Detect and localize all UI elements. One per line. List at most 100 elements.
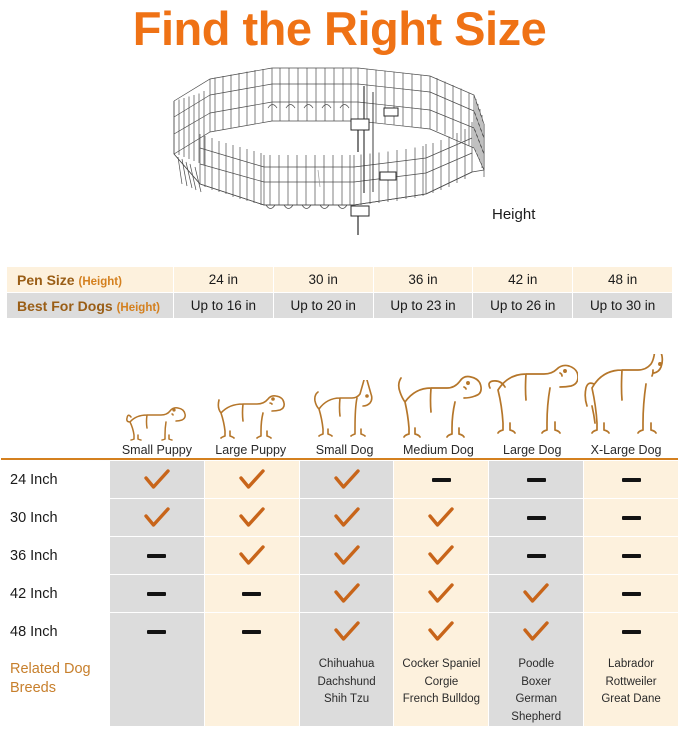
page-title: Find the Right Size <box>132 2 547 55</box>
check-icon <box>239 468 265 489</box>
breed-name: Boxer <box>521 675 552 688</box>
matrix-row: 24 Inch <box>0 461 679 498</box>
matrix-cell-check <box>299 461 394 498</box>
dash-icon <box>621 629 641 634</box>
matrix-row-label: 42 Inch <box>10 585 58 602</box>
related-breeds-cell: Cocker Spaniel Corgie French Bulldog <box>394 650 489 726</box>
spec-label-sub: (Height) <box>116 301 161 314</box>
matrix-row-label: 36 Inch <box>10 547 58 564</box>
medium-dog-icon <box>393 360 483 442</box>
check-icon <box>239 544 265 565</box>
best-for-dogs-42: Up to 26 in <box>473 293 573 318</box>
spec-row-label-best-for-dogs: Best For Dogs (Height) <box>7 293 173 318</box>
large-puppy-icon <box>213 360 289 442</box>
check-icon <box>428 544 455 565</box>
related-breeds-label: Related Dog Breeds <box>10 661 91 696</box>
matrix-row: 42 Inch <box>0 575 679 612</box>
check-icon <box>428 620 455 641</box>
table-row: Best For Dogs (Height) Up to 16 in Up to… <box>7 293 672 318</box>
matrix-cell-check <box>299 613 394 650</box>
dash-icon <box>147 591 167 596</box>
dog-size-column-large-puppy: Large Puppy <box>204 352 298 458</box>
related-breeds-cell: Chihuahua Dachshund Shih Tzu <box>299 650 394 726</box>
small-puppy-icon <box>125 360 189 442</box>
matrix-cell-dash <box>204 575 299 612</box>
breed-name: German Shepherd <box>511 693 562 723</box>
best-for-dogs-30: Up to 20 in <box>273 293 373 318</box>
check-icon <box>333 468 360 489</box>
related-breeds-cell <box>204 650 299 726</box>
matrix-cell-check <box>110 499 204 536</box>
matrix-cell-check <box>489 575 584 612</box>
matrix-cell-dash <box>110 613 204 650</box>
pen-size-24: 24 in <box>174 267 273 292</box>
breed-name: Cocker Spaniel <box>402 658 481 670</box>
matrix-cell-check <box>204 499 299 536</box>
matrix-cell-check <box>394 575 489 612</box>
dash-icon <box>147 553 167 558</box>
matrix-cell-dash <box>204 613 299 650</box>
matrix-cell-dash <box>584 537 678 574</box>
check-icon <box>333 544 360 565</box>
check-icon <box>144 506 170 527</box>
dash-icon <box>526 515 546 520</box>
matrix-cell-dash <box>110 537 204 574</box>
wire-pet-playpen-icon <box>173 67 485 235</box>
matrix-row-label: 48 Inch <box>10 623 58 640</box>
height-label: Height <box>492 206 536 223</box>
dog-size-label: Small Dog <box>315 443 374 457</box>
matrix-cell-dash <box>489 499 584 536</box>
dog-size-column-small-puppy: Small Puppy <box>110 352 204 458</box>
matrix-cell-dash <box>584 575 678 612</box>
pen-size-48: 48 in <box>573 267 672 292</box>
matrix-cell-check <box>489 613 584 650</box>
matrix-cell-check <box>204 537 299 574</box>
matrix-row-label: 30 Inch <box>10 509 58 526</box>
check-icon <box>333 582 360 603</box>
matrix-cell-dash <box>110 575 204 612</box>
matrix-cell-check <box>299 575 394 612</box>
hero-illustration-area: Height <box>0 62 679 254</box>
breed-name: Great Dane <box>601 693 661 705</box>
matrix-cell-dash <box>489 537 584 574</box>
matrix-cell-check <box>394 499 489 536</box>
dog-size-label: Large Dog <box>503 443 562 457</box>
matrix-row-label: 24 Inch <box>10 471 58 488</box>
breed-name: Corgie <box>424 675 459 688</box>
spec-label-main: Pen Size <box>17 271 75 288</box>
dash-icon <box>621 553 641 558</box>
matrix-cell-check <box>394 613 489 650</box>
dog-size-label: Small Puppy <box>121 443 192 457</box>
dash-icon <box>526 553 546 558</box>
matrix-cell-dash <box>394 461 489 498</box>
related-breeds-cell: Poodle Boxer German Shepherd <box>489 650 584 726</box>
small-dog-icon <box>309 360 381 442</box>
table-row: Pen Size (Height) 24 in 30 in 36 in 42 i… <box>7 267 672 292</box>
dash-icon <box>242 591 262 596</box>
dash-icon <box>431 477 451 482</box>
dog-size-label: X-Large Dog <box>590 443 662 457</box>
size-compatibility-matrix: 24 Inch 30 Inch 36 Inch 42 Inch 48 Inch <box>0 461 679 651</box>
dog-size-label: Large Puppy <box>215 443 287 457</box>
related-breeds-cell <box>110 650 204 726</box>
breed-name: Shih Tzu <box>323 693 370 705</box>
matrix-cell-dash <box>584 461 678 498</box>
dash-icon <box>526 477 546 482</box>
check-icon <box>428 506 455 527</box>
matrix-cell-dash <box>584 499 678 536</box>
breed-name: Dachshund <box>317 675 376 688</box>
breed-name: Labrador <box>608 658 655 670</box>
check-icon <box>239 506 265 527</box>
dash-icon <box>242 629 262 634</box>
spec-label-sub: (Height) <box>78 275 122 288</box>
breed-name: Poodle <box>518 658 555 670</box>
matrix-cell-dash <box>489 461 584 498</box>
large-dog-icon <box>486 360 579 442</box>
matrix-cell-dash <box>584 613 678 650</box>
spec-row-label-pen-size: Pen Size (Height) <box>7 267 173 292</box>
pen-size-42: 42 in <box>473 267 573 292</box>
dash-icon <box>621 515 641 520</box>
check-icon <box>333 620 360 641</box>
x-large-dog-icon <box>580 354 672 442</box>
related-breeds-row: Related Dog Breeds Chihuahua Dachshund Shih… <box>0 650 679 726</box>
